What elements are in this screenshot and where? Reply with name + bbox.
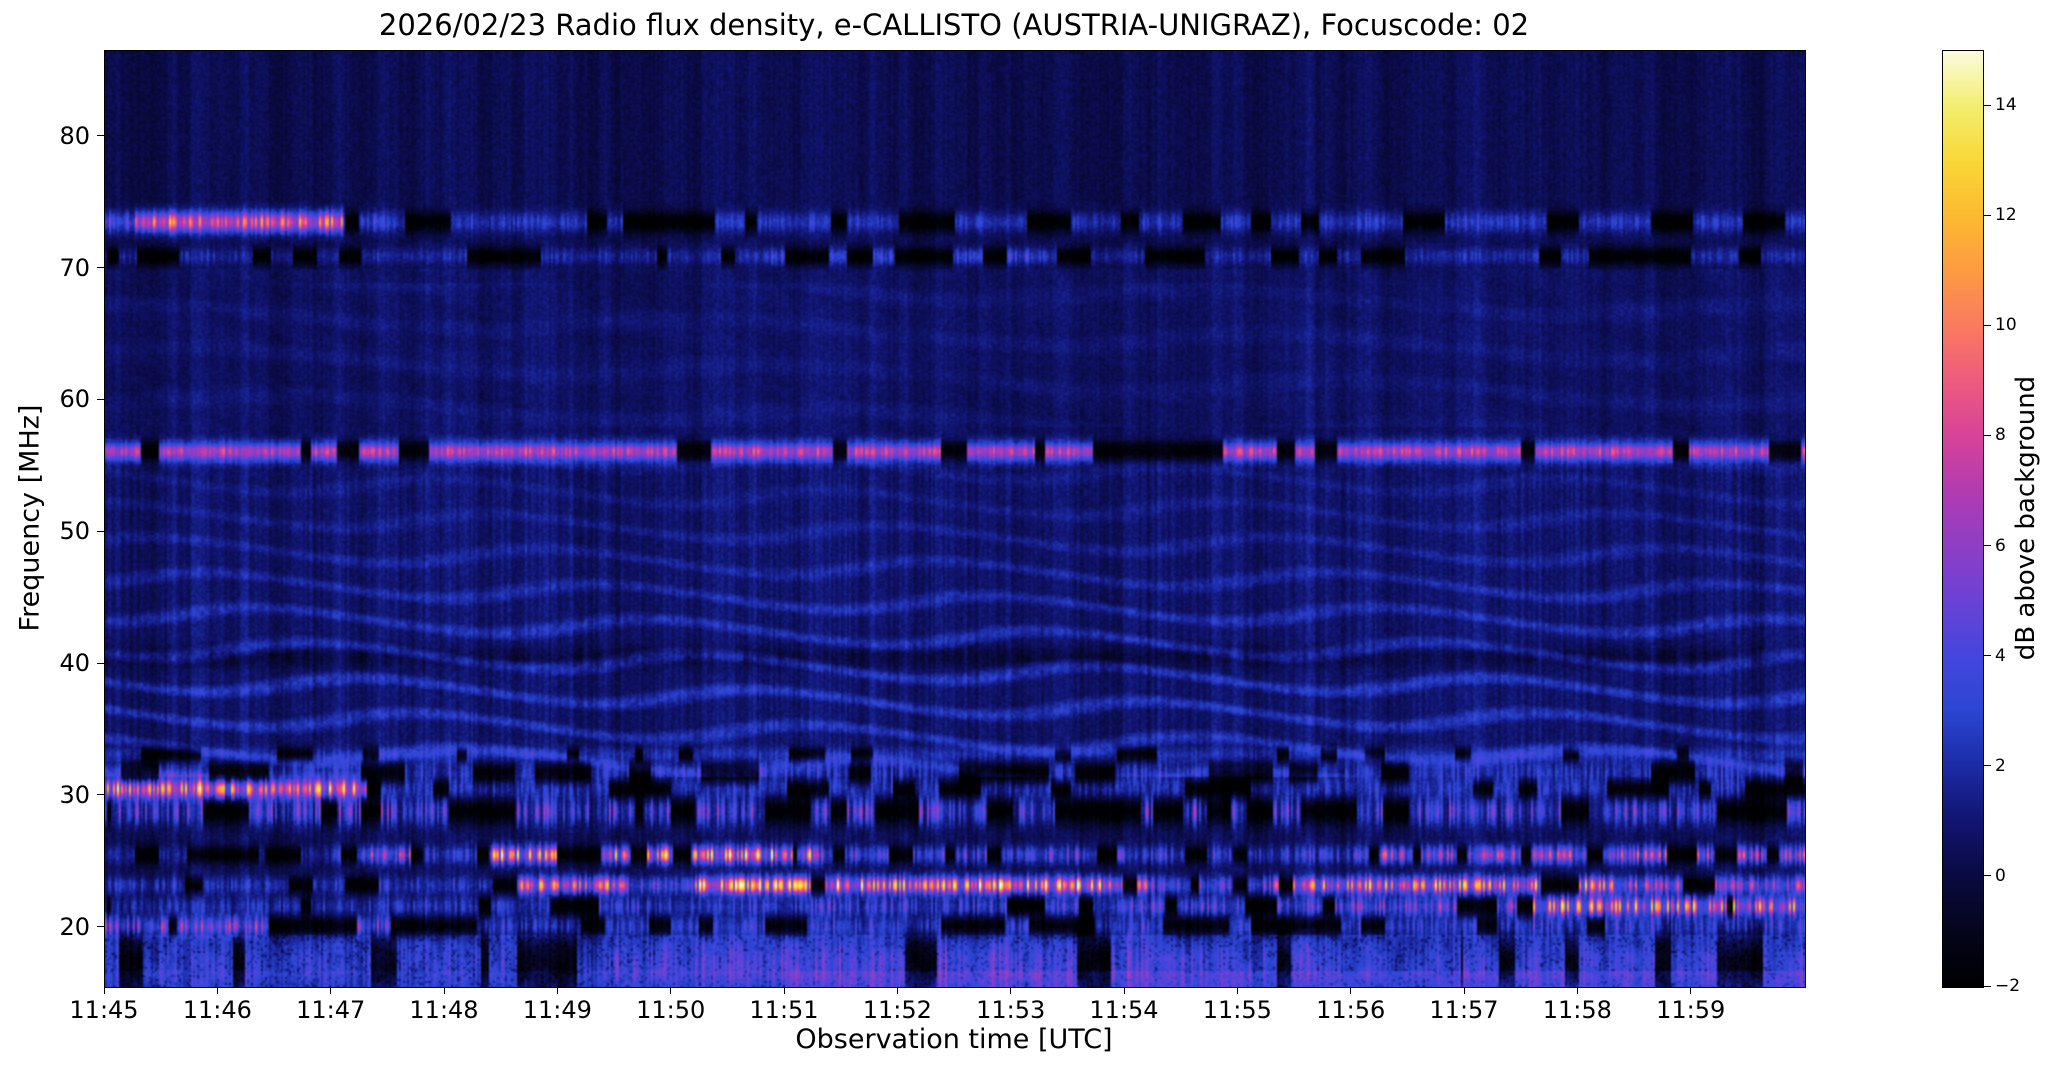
x-tick-mark: [103, 987, 105, 994]
x-tick-label: 11:50: [636, 996, 706, 1024]
x-tick-mark: [1236, 987, 1238, 994]
y-tick-mark: [97, 662, 104, 664]
x-tick-label: 11:55: [1202, 996, 1272, 1024]
y-tick-label: 80: [59, 121, 90, 150]
x-tick-mark: [1463, 987, 1465, 994]
y-axis-label: Frequency [MHz]: [14, 404, 46, 632]
x-tick-label: 11:46: [182, 996, 252, 1024]
y-tick-mark: [97, 267, 104, 269]
colorbar-tick-mark: [1984, 434, 1991, 436]
x-tick-label: 11:48: [409, 996, 479, 1024]
colorbar-tick-label: 8: [1995, 425, 2006, 446]
y-tick-mark: [97, 794, 104, 796]
colorbar-tick-mark: [1984, 655, 1991, 657]
x-tick-label: 11:56: [1316, 996, 1386, 1024]
y-tick-mark: [97, 926, 104, 928]
spectrogram-canvas: [105, 51, 1805, 987]
y-tick-label: 40: [59, 649, 90, 677]
x-tick-label: 11:57: [1429, 996, 1499, 1024]
y-tick-mark: [97, 398, 104, 400]
colorbar-tick-mark: [1984, 214, 1991, 216]
x-tick-mark: [1690, 987, 1692, 994]
colorbar-tick-mark: [1984, 765, 1991, 767]
x-tick-mark: [1010, 987, 1012, 994]
y-tick-label: 50: [59, 517, 90, 546]
y-tick-label: 70: [59, 253, 90, 282]
x-tick-label: 11:58: [1542, 996, 1612, 1024]
x-tick-mark: [556, 987, 558, 994]
colorbar-tick-mark: [1984, 985, 1991, 987]
colorbar-tick-mark: [1984, 324, 1991, 326]
y-tick-mark: [97, 135, 104, 137]
x-axis-label: Observation time [UTC]: [795, 1024, 1113, 1055]
colorbar-tick-mark: [1984, 545, 1991, 547]
x-tick-mark: [896, 987, 898, 994]
colorbar-tick-label: 0: [1995, 865, 2006, 886]
colorbar-tick-label: 6: [1995, 535, 2006, 556]
x-tick-mark: [330, 987, 332, 994]
x-tick-label: 11:53: [976, 996, 1046, 1024]
x-tick-label: 11:51: [749, 996, 819, 1024]
colorbar-tick-mark: [1984, 875, 1991, 877]
x-tick-mark: [783, 987, 785, 994]
colorbar-label: dB above background: [2011, 375, 2041, 661]
x-tick-mark: [216, 987, 218, 994]
colorbar: [1942, 50, 1984, 988]
y-tick-mark: [97, 530, 104, 532]
colorbar-tick-mark: [1984, 104, 1991, 106]
colorbar-canvas: [1943, 51, 1983, 987]
x-tick-mark: [1350, 987, 1352, 994]
colorbar-tick-label: −2: [1995, 976, 2021, 996]
y-tick-label: 20: [59, 912, 90, 941]
chart-title: 2026/02/23 Radio flux density, e-CALLIST…: [378, 8, 1530, 42]
colorbar-tick-label: 14: [1995, 95, 2017, 116]
x-tick-label: 11:54: [1089, 996, 1159, 1024]
y-tick-label: 30: [59, 780, 90, 809]
colorbar-tick-label: 12: [1995, 205, 2017, 226]
x-tick-label: 11:52: [862, 996, 932, 1024]
x-tick-mark: [1576, 987, 1578, 994]
plot-area: [104, 50, 1806, 988]
x-tick-mark: [670, 987, 672, 994]
y-tick-label: 60: [59, 385, 90, 414]
x-tick-label: 11:49: [522, 996, 592, 1024]
x-tick-label: 11:59: [1656, 996, 1726, 1024]
x-tick-mark: [443, 987, 445, 994]
colorbar-tick-label: 4: [1995, 645, 2006, 666]
x-tick-label: 11:47: [296, 996, 366, 1024]
colorbar-tick-label: 10: [1995, 315, 2017, 336]
colorbar-tick-label: 2: [1995, 755, 2006, 776]
x-tick-mark: [1123, 987, 1125, 994]
x-tick-label: 11:45: [69, 996, 139, 1024]
